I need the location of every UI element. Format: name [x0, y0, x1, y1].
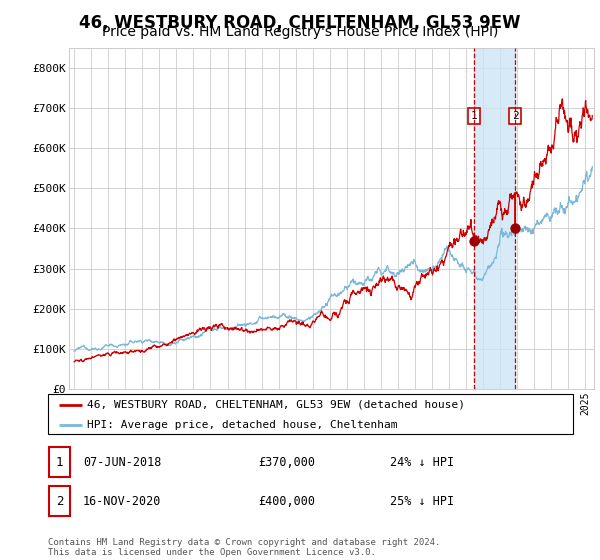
Text: 46, WESTBURY ROAD, CHELTENHAM, GL53 9EW: 46, WESTBURY ROAD, CHELTENHAM, GL53 9EW: [79, 14, 521, 32]
Point: [469, 236, 478, 245]
Text: 16-NOV-2020: 16-NOV-2020: [83, 494, 161, 508]
Text: 24% ↓ HPI: 24% ↓ HPI: [390, 455, 454, 469]
Text: HPI: Average price, detached house, Cheltenham: HPI: Average price, detached house, Chel…: [88, 420, 398, 430]
Bar: [473, 48, 515, 389]
Point: [511, 224, 520, 233]
Text: 46, WESTBURY ROAD, CHELTENHAM, GL53 9EW (detached house): 46, WESTBURY ROAD, CHELTENHAM, GL53 9EW …: [88, 400, 466, 410]
Text: 25% ↓ HPI: 25% ↓ HPI: [390, 494, 454, 508]
Text: 07-JUN-2018: 07-JUN-2018: [83, 455, 161, 469]
Text: 2: 2: [512, 111, 518, 121]
Text: 1: 1: [56, 455, 63, 469]
Text: 1: 1: [470, 111, 477, 121]
Text: £400,000: £400,000: [258, 494, 315, 508]
Text: £370,000: £370,000: [258, 455, 315, 469]
Text: Contains HM Land Registry data © Crown copyright and database right 2024.
This d: Contains HM Land Registry data © Crown c…: [48, 538, 440, 557]
Text: Price paid vs. HM Land Registry's House Price Index (HPI): Price paid vs. HM Land Registry's House …: [102, 25, 498, 39]
Text: 2: 2: [56, 494, 63, 508]
